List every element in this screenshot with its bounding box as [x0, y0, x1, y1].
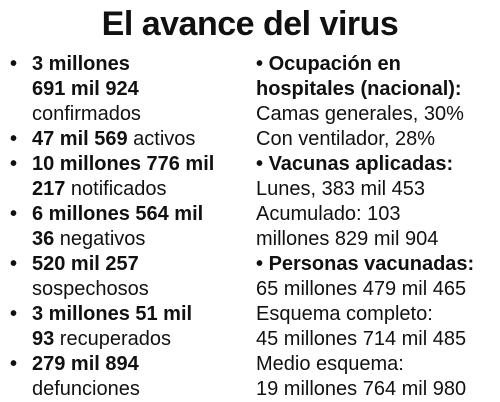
stat-item: • 47 mil 569 activos: [6, 127, 244, 152]
stat-line: 36 negativos: [6, 227, 244, 252]
detail-text: 45 millones 714 mil 485: [256, 328, 467, 350]
stat-line: • 279 mil 894: [6, 352, 244, 377]
stats-column: • 3 millones 691 mil 924 confirmados • 47 mil…: [6, 52, 244, 402]
heading-text: Personas vacunadas:: [268, 253, 475, 275]
stat-line: 93 recuperados: [6, 327, 244, 352]
stat-line: 217 notificados: [6, 177, 244, 202]
bullet-icon: •: [10, 203, 18, 225]
stat-value: 36: [32, 228, 55, 250]
details-column: • Ocupación en hospitales (nacional): Cama…: [256, 52, 500, 402]
heading-text: hospitales (nacional):: [256, 78, 462, 100]
bullet-icon: •: [10, 303, 18, 325]
detail-text: Lunes, 383 mil 453: [256, 178, 426, 200]
stat-value: 279 mil 894: [32, 353, 139, 375]
bullet-icon: •: [10, 253, 18, 275]
stat-value: 47 mil 569: [32, 128, 128, 150]
stat-value: 6 millones 564 mil: [32, 203, 204, 225]
detail-line: Medio esquema:: [256, 352, 500, 377]
detail-text: Acumulado: 103: [256, 203, 401, 225]
detail-line: Esquema completo:: [256, 302, 500, 327]
detail-text: millones 829 mil 904: [256, 228, 439, 250]
stat-line: • 6 millones 564 mil: [6, 202, 244, 227]
detail-line: Lunes, 383 mil 453: [256, 177, 500, 202]
stat-line: • 3 millones: [6, 52, 244, 77]
stat-value: 3 millones: [32, 53, 130, 75]
stat-label: sospechosos: [32, 278, 149, 300]
stat-item: • 520 mil 257 sospechosos: [6, 252, 244, 302]
section-heading: • Vacunas aplicadas:: [256, 152, 500, 177]
bullet-icon: •: [10, 353, 18, 375]
section-heading: hospitales (nacional):: [256, 77, 500, 102]
stat-line: defunciones: [6, 377, 244, 402]
detail-text: Camas generales, 30%: [256, 103, 464, 125]
stat-label: confirmados: [32, 103, 141, 125]
detail-text: Medio esquema:: [256, 353, 404, 375]
detail-line: Con ventilador, 28%: [256, 127, 500, 152]
stat-line: • 47 mil 569 activos: [6, 127, 244, 152]
stat-label: negativos: [54, 228, 146, 250]
detail-text: 19 millones 764 mil 980: [256, 378, 467, 400]
stat-line: 691 mil 924: [6, 77, 244, 102]
stat-item: • 3 millones 51 mil 93 recuperados: [6, 302, 244, 352]
stat-line: • 10 millones 776 mil: [6, 152, 244, 177]
detail-line: millones 829 mil 904: [256, 227, 500, 252]
detail-line: 45 millones 714 mil 485: [256, 327, 500, 352]
stat-label: recuperados: [54, 328, 171, 350]
detail-line: Acumulado: 103: [256, 202, 500, 227]
bullet-icon: •: [10, 153, 18, 175]
bullet-icon: •: [10, 128, 18, 150]
detail-line: Camas generales, 30%: [256, 102, 500, 127]
heading-text: Ocupación en: [268, 53, 401, 75]
section-heading: • Ocupación en: [256, 52, 500, 77]
detail-line: 65 millones 479 mil 465: [256, 277, 500, 302]
stat-label: notificados: [65, 178, 167, 200]
stat-line: sospechosos: [6, 277, 244, 302]
stat-label: defunciones: [32, 378, 140, 400]
stat-item: • 279 mil 894 defunciones: [6, 352, 244, 402]
stat-value: 10 millones 776 mil: [32, 153, 215, 175]
stat-value: 520 mil 257: [32, 253, 139, 275]
bullet-icon: •: [256, 53, 269, 75]
stat-item: • 6 millones 564 mil 36 negativos: [6, 202, 244, 252]
bullet-icon: •: [256, 253, 269, 275]
stat-value: 3 millones 51 mil: [32, 303, 193, 325]
bullet-icon: •: [256, 153, 269, 175]
heading-text: Vacunas aplicadas:: [268, 153, 454, 175]
detail-text: Esquema completo:: [256, 303, 433, 325]
stat-value: 217: [32, 178, 66, 200]
stat-label: activos: [127, 128, 196, 150]
stat-value: 691 mil 924: [32, 78, 139, 100]
page-title: El avance del virus: [101, 5, 399, 43]
stat-value: 93: [32, 328, 55, 350]
stat-line: confirmados: [6, 102, 244, 127]
detail-text: 65 millones 479 mil 465: [256, 278, 467, 300]
bullet-icon: •: [10, 53, 18, 75]
detail-text: Con ventilador, 28%: [256, 128, 436, 150]
stat-line: • 3 millones 51 mil: [6, 302, 244, 327]
section-heading: • Personas vacunadas:: [256, 252, 500, 277]
stat-line: • 520 mil 257: [6, 252, 244, 277]
detail-line: 19 millones 764 mil 980: [256, 377, 500, 402]
stat-item: • 3 millones 691 mil 924 confirmados: [6, 52, 244, 127]
stat-item: • 10 millones 776 mil 217 notificados: [6, 152, 244, 202]
